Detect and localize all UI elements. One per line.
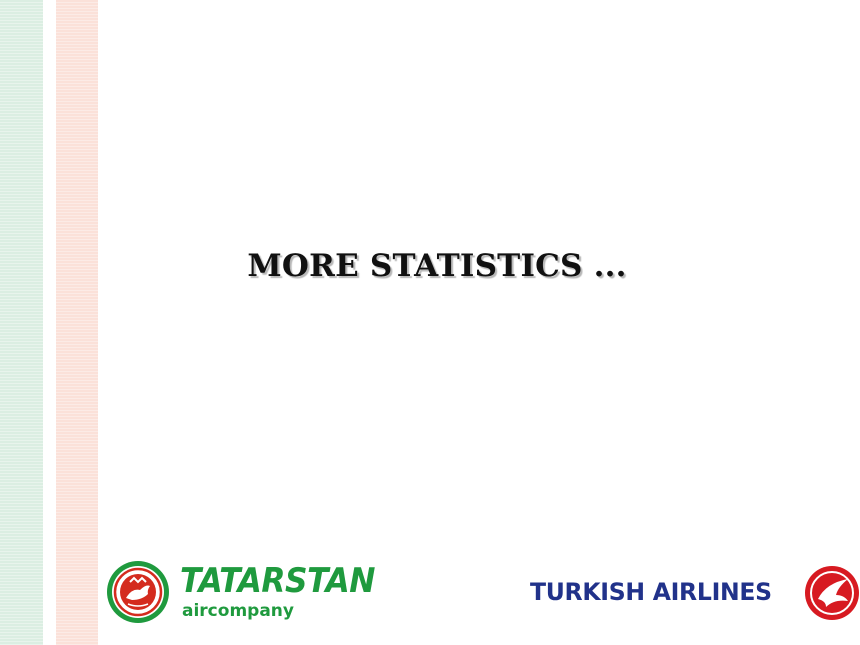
decorative-stripe-pink bbox=[56, 0, 98, 645]
tatarstan-logo: TATARSTAN aircompany bbox=[106, 560, 406, 626]
tatarstan-logo-subtitle: aircompany bbox=[182, 601, 294, 621]
turkish-airlines-logo: TURKISH AIRLINES bbox=[530, 565, 860, 625]
tatarstan-emblem-icon bbox=[107, 561, 169, 623]
tatarstan-logo-name: TATARSTAN bbox=[180, 561, 376, 601]
decorative-stripe-green bbox=[0, 0, 43, 645]
turkish-airlines-bird-icon bbox=[805, 566, 859, 620]
slide-title: MORE STATISTICS ... bbox=[247, 248, 627, 284]
turkish-airlines-logo-name: TURKISH AIRLINES bbox=[530, 578, 772, 606]
